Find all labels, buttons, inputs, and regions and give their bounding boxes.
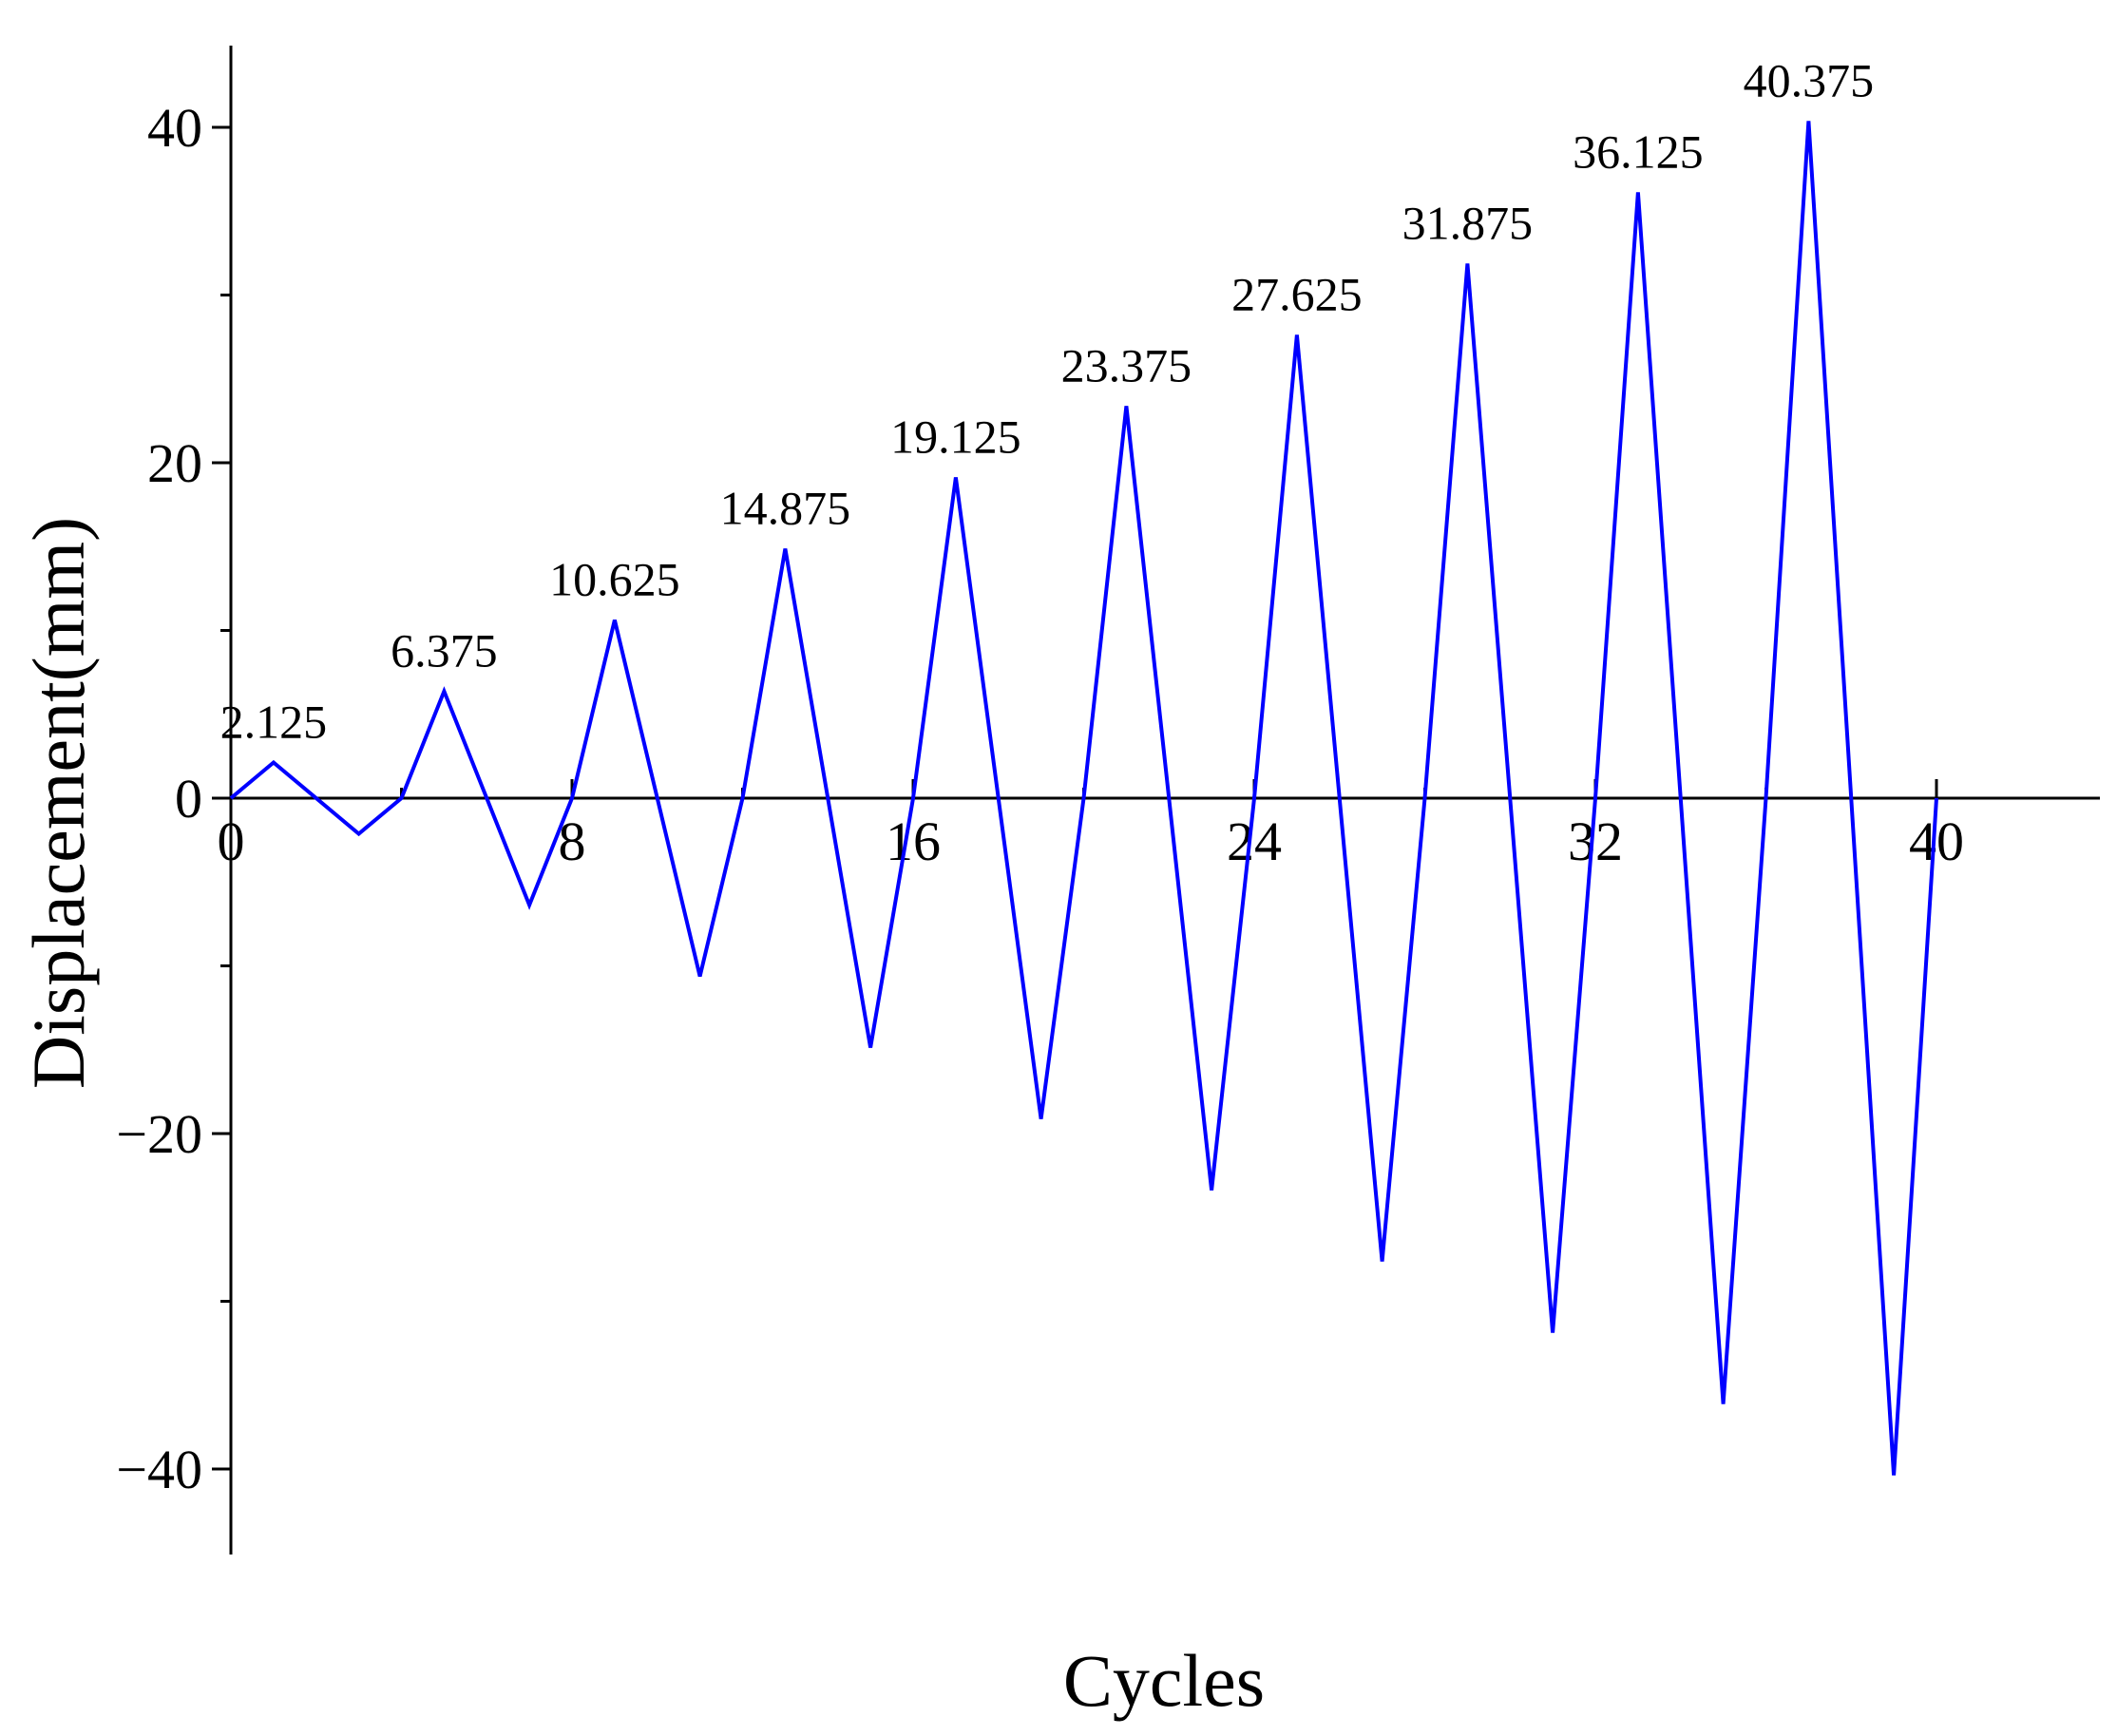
peak-value-label: 31.875 [1402, 196, 1534, 249]
x-tick-label: 16 [886, 811, 941, 872]
x-tick-label: 0 [218, 811, 245, 872]
y-tick-label: −40 [116, 1439, 202, 1500]
x-axis-title: Cycles [1063, 1639, 1265, 1722]
peak-value-label: 19.125 [890, 410, 1021, 463]
y-tick-label: 40 [147, 97, 202, 159]
peak-value-label: 6.375 [391, 623, 498, 677]
y-tick-label: 20 [147, 432, 202, 494]
peak-value-label: 14.875 [720, 481, 851, 534]
axes [229, 46, 2100, 1555]
peak-value-label: 40.375 [1744, 53, 1875, 106]
data-labels: 2.125 6.375 10.625 14.875 19.125 23.375 27.625… [220, 53, 1875, 748]
peak-value-label: 36.125 [1573, 124, 1704, 178]
peak-value-label: 27.625 [1231, 267, 1363, 320]
peak-value-label: 10.625 [549, 552, 680, 605]
y-tick-label: 0 [175, 768, 202, 830]
y-axis-title: Displacement(mm) [17, 517, 100, 1089]
peak-value-label: 23.375 [1061, 338, 1192, 391]
peak-value-label: 2.125 [220, 695, 328, 748]
x-tick-label: 24 [1227, 811, 1282, 872]
y-tick-label: −20 [116, 1103, 202, 1165]
series [229, 121, 1938, 1476]
